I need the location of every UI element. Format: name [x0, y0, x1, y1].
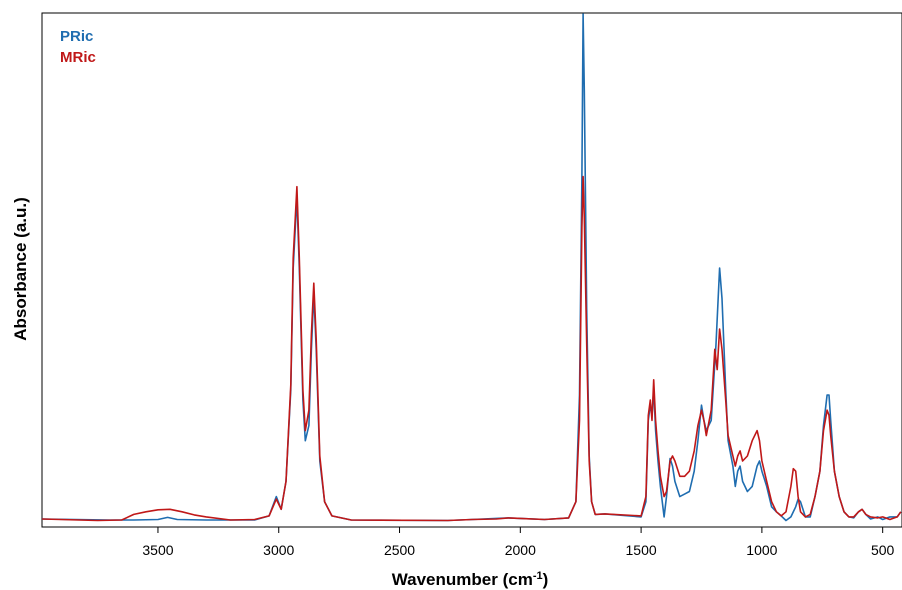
x-tick-label: 2000 — [505, 542, 536, 558]
y-axis-title: Absorbance (a.u.) — [11, 197, 30, 341]
x-tick-label: 1500 — [626, 542, 657, 558]
series-line-mric — [41, 175, 902, 522]
x-tick-label: 1000 — [746, 542, 777, 558]
x-tick-label: 2500 — [384, 542, 415, 558]
x-tick-label: 500 — [871, 542, 895, 558]
plot-frame — [41, 12, 902, 528]
x-axis-title-superscript: -1 — [533, 570, 543, 582]
legend-label-pric: PRic — [60, 28, 93, 45]
series-layer — [41, 13, 902, 522]
x-axis-ticks: 3500 3000 2500 2000 1500 1000 500 — [142, 527, 895, 558]
x-axis-title-main: Wavenumber (cm — [392, 570, 533, 589]
legend: PRic MRic — [60, 28, 96, 66]
x-tick-label: 3000 — [263, 542, 294, 558]
series-line-pric — [41, 13, 902, 522]
x-axis-title: Wavenumber (cm-1) — [392, 570, 549, 589]
x-axis-title-suffix: ) — [543, 570, 549, 589]
legend-label-mric: MRic — [60, 49, 96, 66]
x-tick-label: 3500 — [142, 542, 173, 558]
